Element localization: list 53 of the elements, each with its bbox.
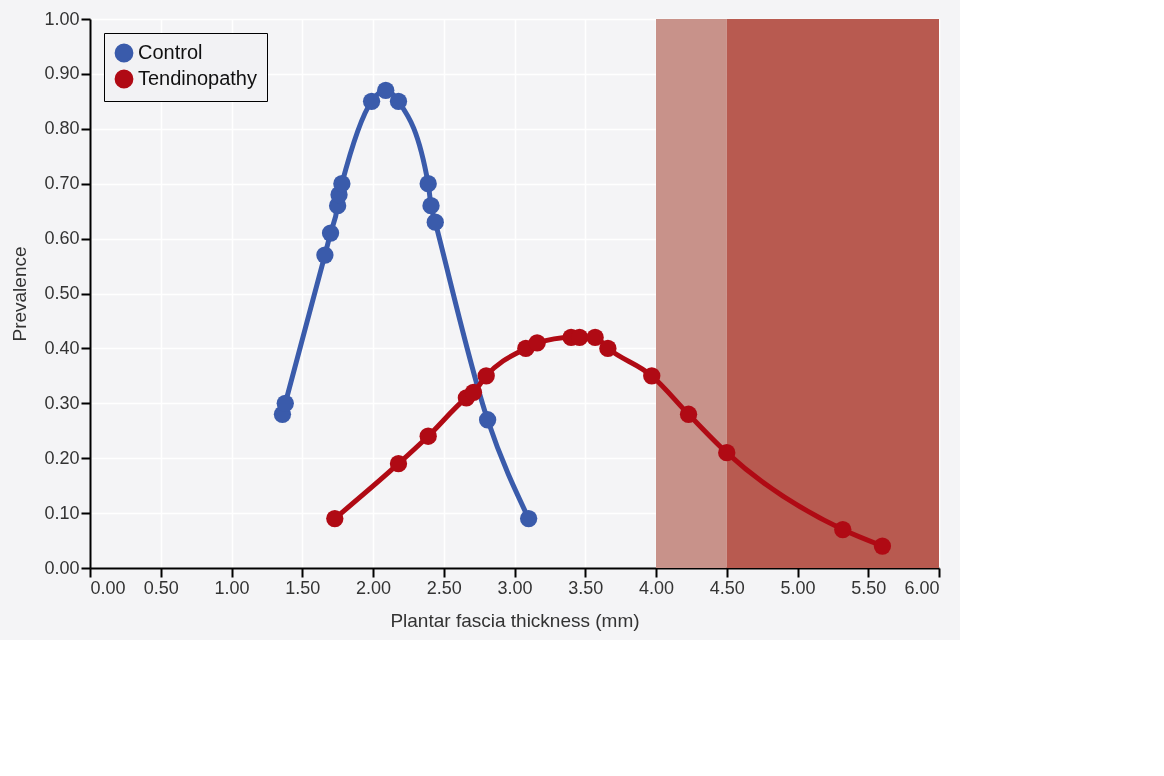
x-tick-label: 3.00 <box>497 577 533 598</box>
x-tick-label: 1.50 <box>285 577 321 598</box>
x-tick-label: 5.00 <box>780 577 816 598</box>
point <box>419 427 437 445</box>
point <box>316 246 334 264</box>
point <box>643 367 661 385</box>
point <box>333 175 351 193</box>
point <box>586 328 604 347</box>
y-tick-label: 0.80 <box>44 118 80 139</box>
x-tick-label: 5.50 <box>851 577 887 598</box>
x-tick-label: 4.50 <box>709 577 745 598</box>
point <box>389 92 408 110</box>
point <box>362 92 381 110</box>
y-tick-label: 0.30 <box>44 392 80 413</box>
x-tick-label: 1.00 <box>214 577 250 598</box>
y-tick-label: 0.50 <box>44 283 80 303</box>
x-tick-label: 6.00 <box>904 577 940 598</box>
point <box>718 444 736 462</box>
y-axis-title: Prevalence <box>9 246 31 342</box>
x-tick-label: 2.50 <box>426 577 462 598</box>
point <box>321 224 340 242</box>
y-tick-label: 0.00 <box>44 557 80 578</box>
point <box>834 520 852 539</box>
point <box>426 213 444 231</box>
point <box>422 197 440 215</box>
point <box>276 394 294 412</box>
y-tick-label: 0.60 <box>44 228 80 249</box>
point <box>326 509 344 528</box>
x-tick-label: 0.50 <box>143 577 179 598</box>
point <box>419 175 437 193</box>
point <box>679 405 698 423</box>
x-tick-label: 0.00 <box>90 577 126 598</box>
x-tick-label: 4.00 <box>638 577 675 598</box>
y-tick-label: 1.00 <box>44 8 80 29</box>
point <box>599 339 617 358</box>
x-tick-label: 3.50 <box>568 577 604 598</box>
legend-label: Tendinopathy <box>138 67 257 89</box>
point <box>478 411 497 429</box>
point <box>477 367 495 385</box>
legend-label: Control <box>138 41 203 63</box>
x-tick-label: 2.00 <box>355 577 392 598</box>
point <box>873 537 892 555</box>
point <box>519 509 538 528</box>
y-tick-label: 0.20 <box>44 447 80 468</box>
point <box>464 383 483 401</box>
y-tick-label: 0.40 <box>44 337 80 358</box>
y-tick-label: 0.90 <box>44 63 80 84</box>
x-axis-title: Plantar fascia thickness (mm) <box>390 609 640 631</box>
point <box>377 81 395 100</box>
point <box>528 334 546 352</box>
y-tick-label: 0.70 <box>44 173 80 194</box>
point <box>389 455 408 473</box>
y-tick-label: 0.10 <box>44 502 80 523</box>
